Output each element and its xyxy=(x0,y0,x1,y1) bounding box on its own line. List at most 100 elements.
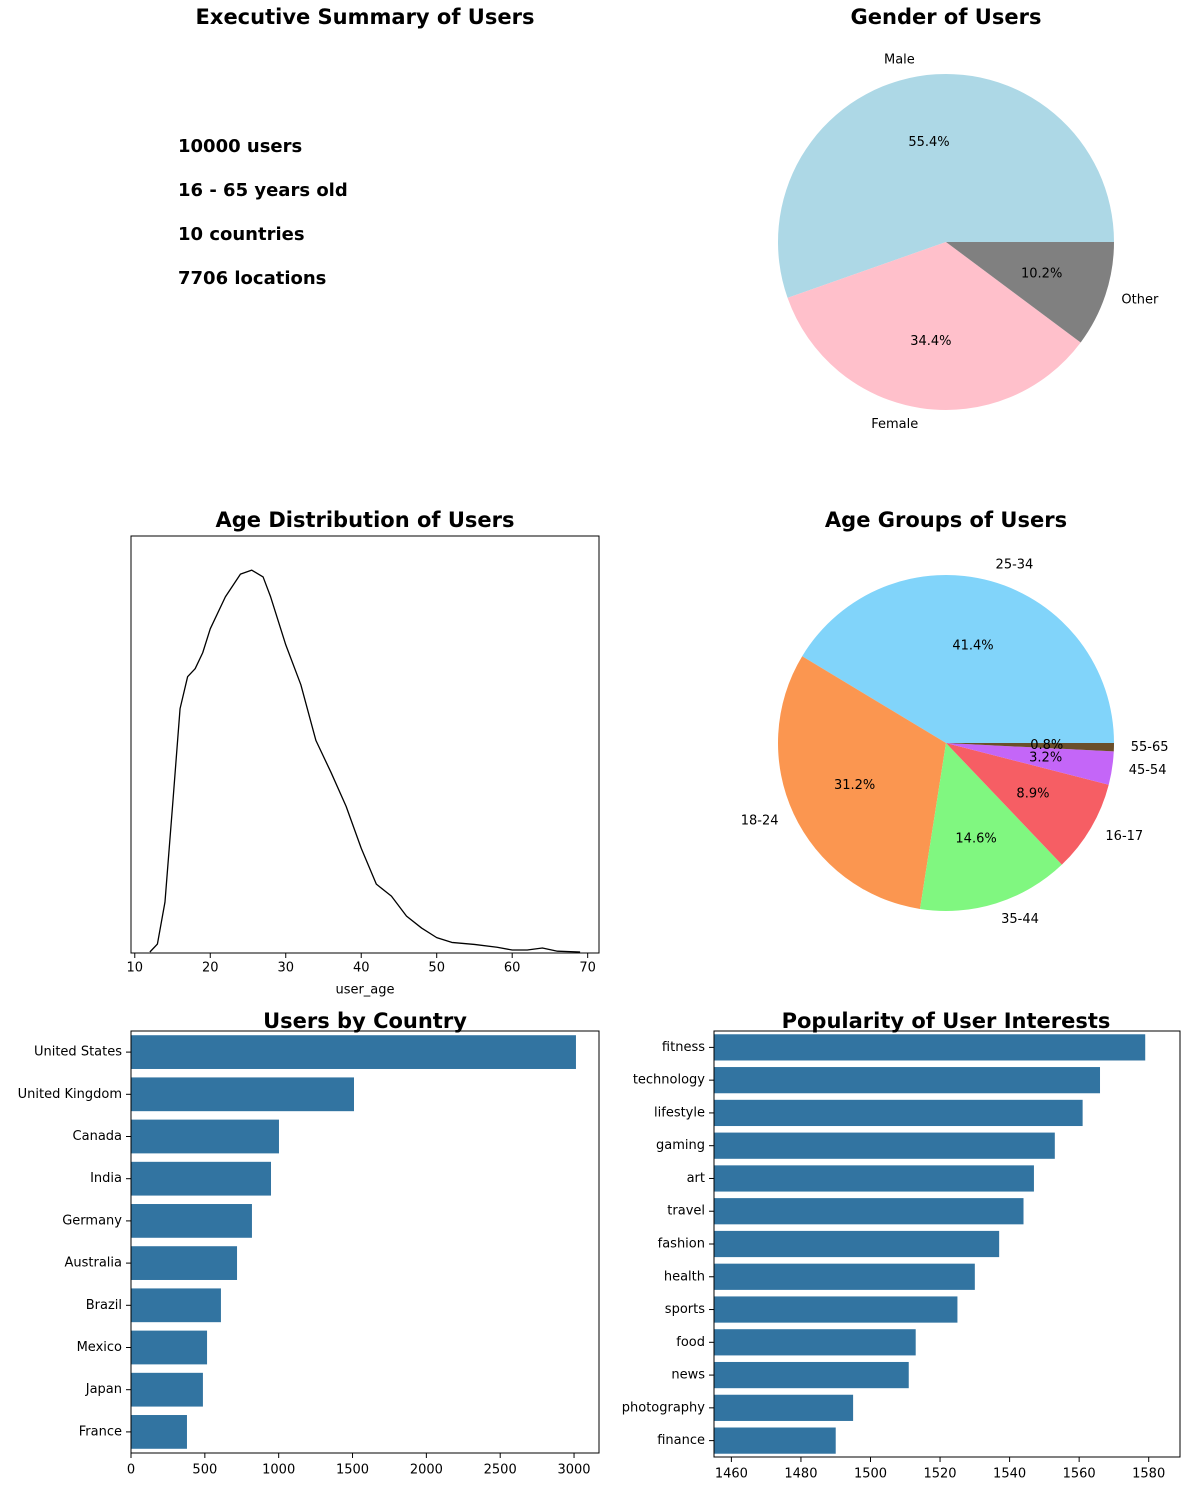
bar xyxy=(131,1330,208,1365)
x-tick-label: 500 xyxy=(192,1463,217,1478)
pie-slice xyxy=(777,73,1114,298)
bar xyxy=(714,1361,909,1389)
y-tick-label: travel xyxy=(667,1204,705,1219)
pie-label: Female xyxy=(871,417,918,432)
x-tick-label: 1580 xyxy=(1132,1467,1165,1482)
pie-slice xyxy=(920,743,1062,911)
x-tick-label: 1520 xyxy=(923,1467,956,1482)
pie-pct: 10.2% xyxy=(1021,266,1062,281)
x-tick-label: 10 xyxy=(127,961,144,976)
chart-title: Executive Summary of Users xyxy=(196,5,535,29)
bar xyxy=(714,1198,1024,1225)
pie-pct: 34.4% xyxy=(910,334,951,349)
y-tick-label: health xyxy=(664,1269,705,1284)
bar xyxy=(714,1067,1101,1094)
bar xyxy=(131,1161,272,1196)
density-line xyxy=(149,569,581,953)
chart-title: Popularity of User Interests xyxy=(782,1009,1111,1033)
pie-label: 18-24 xyxy=(741,814,779,829)
plot-frame xyxy=(130,535,600,954)
chart-title: Age Distribution of Users xyxy=(216,508,515,532)
y-tick-label: Canada xyxy=(73,1129,122,1144)
x-tick-label: 50 xyxy=(428,961,445,976)
summary-line: 10000 users xyxy=(178,136,302,157)
y-tick-label: fashion xyxy=(658,1237,705,1252)
x-tick-label: 3000 xyxy=(557,1463,590,1478)
bar xyxy=(714,1230,1000,1258)
pie-pct: 3.2% xyxy=(1029,751,1062,766)
pie-label: 16-17 xyxy=(1105,829,1143,844)
x-tick-label: 1560 xyxy=(1063,1467,1096,1482)
y-tick-label: art xyxy=(687,1171,705,1186)
y-tick-label: Brazil xyxy=(86,1298,122,1313)
bar xyxy=(714,1132,1055,1159)
pie-slice xyxy=(946,743,1114,752)
y-tick-label: news xyxy=(671,1368,705,1383)
bar xyxy=(714,1099,1083,1127)
chart-title: Users by Country xyxy=(263,1009,467,1033)
bar xyxy=(714,1263,975,1290)
bar xyxy=(131,1119,279,1154)
y-tick-label: Germany xyxy=(62,1213,122,1228)
pie-label: 45-54 xyxy=(1129,763,1167,778)
x-tick-label: 2000 xyxy=(410,1463,443,1478)
bar xyxy=(714,1427,836,1454)
y-tick-label: Mexico xyxy=(77,1340,122,1355)
pie-slice xyxy=(778,656,946,909)
y-tick-label: gaming xyxy=(656,1138,705,1153)
y-tick-label: lifestyle xyxy=(654,1105,705,1120)
y-tick-label: France xyxy=(79,1424,122,1439)
y-tick-label: technology xyxy=(633,1073,705,1088)
y-tick-label: India xyxy=(90,1171,122,1186)
pie-label: Other xyxy=(1121,293,1159,308)
y-tick-label: sports xyxy=(665,1302,705,1317)
y-tick-label: Australia xyxy=(64,1256,122,1271)
summary-line: 16 - 65 years old xyxy=(178,180,348,201)
pie-pct: 8.9% xyxy=(1016,786,1049,801)
pie-label: 35-44 xyxy=(1001,912,1039,927)
bar xyxy=(714,1394,854,1421)
y-tick-label: food xyxy=(676,1335,705,1350)
plot-frame xyxy=(713,1030,1181,1458)
x-tick-label: 0 xyxy=(127,1463,135,1478)
x-tick-label: 1000 xyxy=(262,1463,295,1478)
x-tick-label: 20 xyxy=(202,961,219,976)
y-tick-label: United Kingdom xyxy=(18,1087,122,1102)
bar xyxy=(131,1246,238,1280)
bar xyxy=(131,1415,187,1449)
y-tick-label: fitness xyxy=(662,1040,705,1055)
pie-pct: 31.2% xyxy=(834,778,875,793)
x-tick-label: 1540 xyxy=(993,1467,1026,1482)
pie-label: Male xyxy=(884,52,915,67)
x-tick-label: 1500 xyxy=(854,1467,887,1482)
bar xyxy=(131,1204,252,1238)
bar xyxy=(131,1077,354,1112)
bar xyxy=(131,1372,203,1407)
plot-frame xyxy=(130,1030,600,1454)
x-tick-label: 60 xyxy=(504,961,521,976)
pie-label: 25-34 xyxy=(996,557,1034,572)
x-tick-label: 30 xyxy=(277,961,294,976)
bar xyxy=(714,1329,916,1356)
y-tick-label: finance xyxy=(657,1433,705,1448)
pie-label: 55-65 xyxy=(1131,740,1169,755)
pie-pct: 41.4% xyxy=(952,638,993,653)
summary-line: 7706 locations xyxy=(178,268,326,289)
pie-slice xyxy=(946,743,1109,865)
summary-line: 10 countries xyxy=(178,224,305,245)
pie-slice xyxy=(946,743,1114,785)
pie-slice xyxy=(802,575,1114,743)
y-tick-label: United States xyxy=(34,1045,122,1060)
pie-slice xyxy=(946,242,1114,343)
bar xyxy=(714,1165,1034,1192)
chart-title: Gender of Users xyxy=(851,5,1042,29)
x-tick-label: 40 xyxy=(353,961,370,976)
pie-pct: 0.8% xyxy=(1030,738,1063,753)
x-tick-label: 1460 xyxy=(715,1467,748,1482)
bar xyxy=(714,1034,1146,1061)
x-tick-label: 2500 xyxy=(484,1463,517,1478)
chart-title: Age Groups of Users xyxy=(825,508,1067,532)
bar xyxy=(131,1288,221,1323)
